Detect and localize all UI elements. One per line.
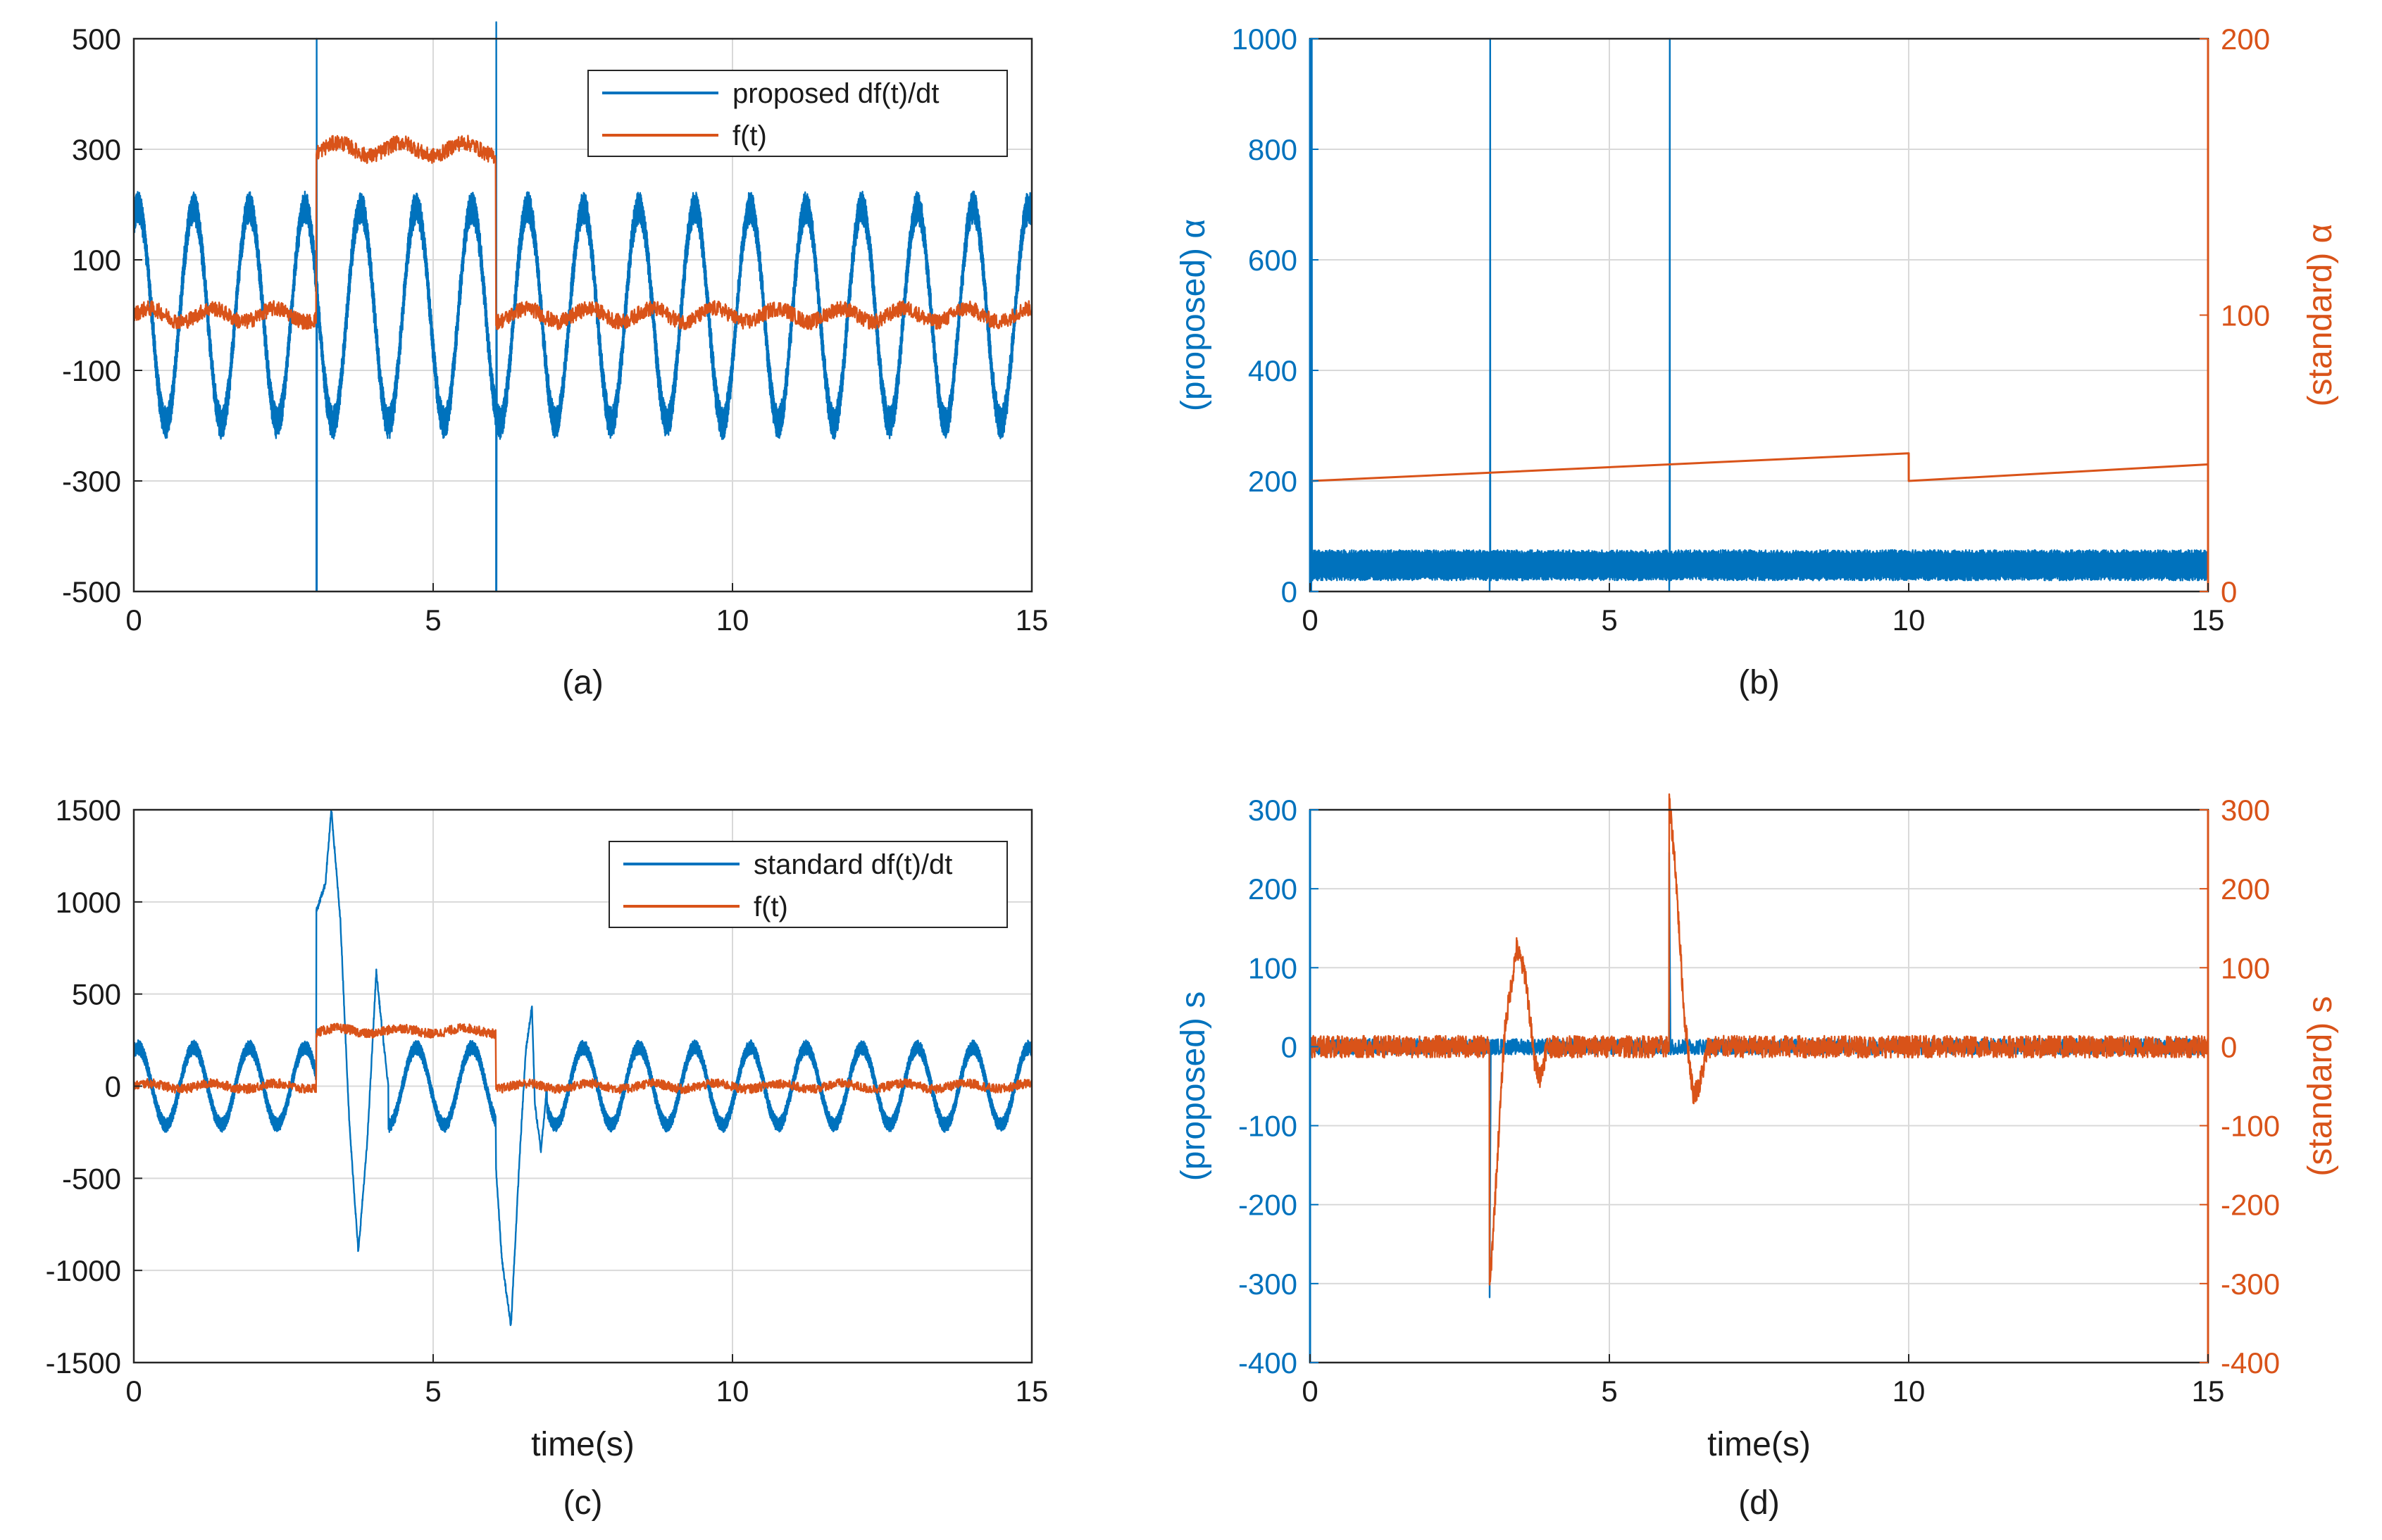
axes-box [1309,37,2209,593]
chart-panel-a: 0 5 10 15 -500 -300 -100 100 300 500 (a) proposed d… [62,21,1049,701]
legend: proposed df(t)/dt f(t) [587,70,1008,157]
y-tick-label: -1000 [46,1254,121,1287]
chart-panel-b: 0 5 10 15020040060080010000100200(proposed)… [1175,23,2339,701]
legend-label: f(t) [754,891,788,922]
y-right-tick-label: 0 [2221,575,2237,608]
x-tick-label: 0 [125,603,142,637]
legend-box [609,841,1008,928]
series-line--standard-s [1310,793,2208,1286]
y-tick-label: -500 [62,1162,121,1195]
y-tick-label: 500 [72,978,121,1011]
y-right-tick-label: 0 [2221,1030,2237,1063]
y-axis-label-right: (standard) α [2302,224,2339,407]
y-tick-label: -100 [62,354,121,387]
y-tick-label: 100 [1248,951,1297,984]
x-tick-label: 0 [1302,603,1318,637]
series-group [134,809,1032,1327]
series-group [1310,793,2208,1298]
y-tick-label: 500 [72,23,121,56]
y-right-tick-label: 300 [2221,794,2270,827]
x-tick-label: 5 [425,1375,441,1408]
legend-label: standard df(t)/dt [754,849,952,880]
y-tick-label: 800 [1248,133,1297,166]
y-tick-label: 0 [1281,1030,1297,1063]
legend-box [587,70,1008,157]
legend: standard df(t)/dt f(t) [609,841,1008,928]
x-axis-label: time(s) [1707,1426,1811,1463]
x-tick-label: 5 [1601,603,1617,637]
y-tick-label: -200 [1238,1189,1297,1222]
y-tick-label: 0 [105,1070,121,1103]
y-axis-label-left: (proposed) s [1175,991,1212,1181]
y-tick-label: -300 [62,465,121,498]
axes-box [132,37,1033,593]
y-tick-label: -1500 [46,1346,121,1379]
y-tick-label: 1000 [56,886,121,919]
x-tick-label: 10 [1892,1375,1926,1408]
y-tick-label: -300 [1238,1267,1297,1301]
panel-caption: (a) [562,664,604,701]
series-group [1310,37,2208,591]
y-tick-label: 400 [1248,354,1297,387]
y-right-tick-label: -100 [2221,1110,2280,1143]
series-line--standard- [1311,452,2208,482]
x-tick-label: 15 [2192,1375,2225,1408]
y-right-tick-label: -300 [2221,1267,2280,1301]
series-group [134,21,1032,591]
x-tick-label: 15 [1016,603,1049,637]
y-tick-label: -500 [62,575,121,608]
legend-label: f(t) [732,120,767,151]
y-tick-label: -100 [1238,1110,1297,1143]
panel-caption: (b) [1738,664,1780,701]
x-tick-label: 0 [125,1375,142,1408]
y-tick-label: 600 [1248,244,1297,277]
x-tick-label: 10 [716,1375,749,1408]
y-tick-label: 1000 [1232,23,1297,56]
x-tick-label: 10 [1892,603,1926,637]
y-right-tick-label: -400 [2221,1346,2280,1379]
x-tick-label: 15 [1016,1375,1049,1408]
series-line-f-t- [134,134,1032,330]
y-right-tick-label: 200 [2221,23,2270,56]
axes-box [1309,808,2209,1364]
x-axis-label: time(s) [531,1426,635,1463]
y-tick-label: 100 [72,244,121,277]
series-line--proposed-s [1310,851,2208,1298]
x-tick-label: 15 [2192,603,2225,637]
y-tick-label: 300 [72,133,121,166]
y-tick-label: 200 [1248,465,1297,498]
x-tick-label: 5 [1601,1375,1617,1408]
series-line-f-t- [134,1022,1032,1094]
y-right-tick-label: 200 [2221,872,2270,906]
series-line--proposed- [1310,37,2208,591]
panel-caption: (c) [563,1484,603,1522]
x-tick-label: 0 [1302,1375,1318,1408]
x-tick-label: 10 [716,603,749,637]
y-axis-label-left: (proposed) α [1175,219,1212,411]
y-tick-label: 1500 [56,794,121,827]
chart-panel-d: 0 5 10 15-400-300-200-1000100200300-400-300… [1175,793,2339,1522]
x-tick-label: 5 [425,603,441,637]
y-right-tick-label: -200 [2221,1189,2280,1222]
series-line-standard-df-t-dt [134,809,1032,1327]
y-tick-label: 200 [1248,872,1297,906]
panel-caption: (d) [1738,1484,1780,1522]
y-right-tick-label: 100 [2221,299,2270,332]
series-line-proposed-df-t-dt [134,21,1032,591]
y-tick-label: -400 [1238,1346,1297,1379]
y-tick-label: 300 [1248,794,1297,827]
chart-panel-c: 0 5 10 15 -1500 -1000 -500 0 500 1000 1500 time(s) (… [46,794,1049,1522]
y-right-tick-label: 100 [2221,951,2270,984]
legend-label: proposed df(t)/dt [732,78,940,109]
y-tick-label: 0 [1281,575,1297,608]
y-axis-label-right: (standard) s [2302,996,2339,1176]
